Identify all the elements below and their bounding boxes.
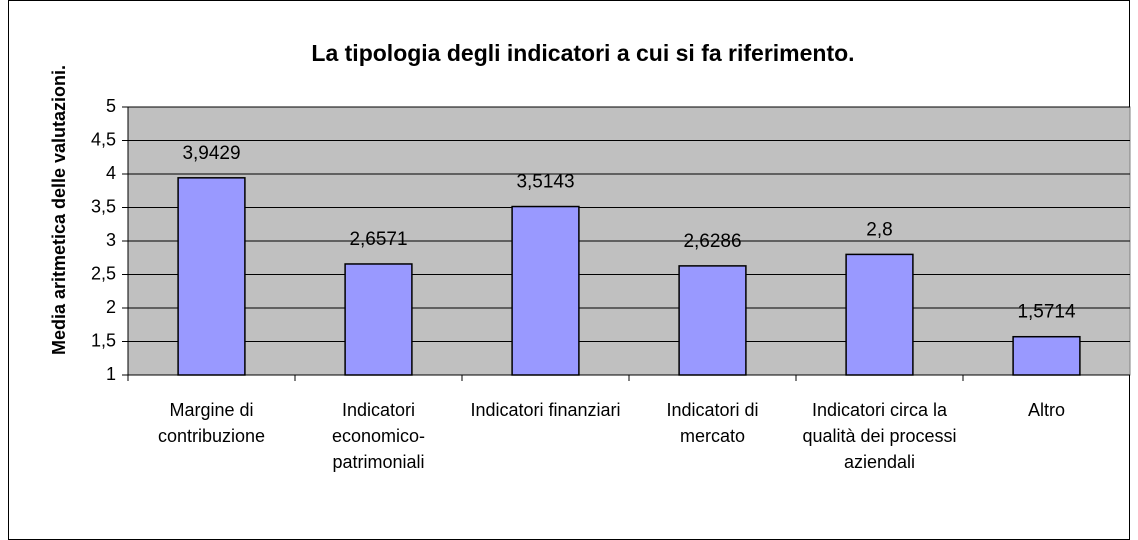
- y-tick-label: 5: [106, 96, 116, 116]
- bar: [678, 265, 747, 376]
- y-tick-label: 2,5: [91, 263, 116, 283]
- y-tick-label: 3: [106, 230, 116, 250]
- y-tick-label: 3,5: [91, 196, 116, 216]
- bar: [344, 263, 413, 376]
- value-label: 2,6286: [683, 231, 741, 252]
- bar: [177, 177, 246, 376]
- x-tick-label: Indicatori finanziari: [470, 400, 621, 420]
- x-tick-label: Margine di contribuzione: [157, 400, 266, 446]
- y-axis-title: Media aritmetica delle valutazioni.: [49, 65, 69, 355]
- value-label: 2,8: [866, 219, 892, 240]
- y-tick-label: 1: [106, 364, 116, 384]
- y-tick-label: 4: [106, 163, 116, 183]
- value-label: 3,5143: [516, 172, 574, 193]
- value-label: 2,6571: [349, 229, 407, 250]
- x-tick-label: Indicatori economico-patrimoniali: [331, 400, 426, 472]
- chart-title: La tipologia degli indicatori a cui si f…: [311, 40, 854, 66]
- value-label: 3,9429: [182, 143, 240, 164]
- y-tick-label: 4,5: [91, 129, 116, 149]
- value-label: 1,5714: [1017, 302, 1076, 323]
- x-tick-label: Indicatori circa la qualità dei processi…: [802, 400, 957, 472]
- y-tick-label: 2: [106, 297, 116, 317]
- bar: [845, 253, 914, 376]
- bar: [1012, 335, 1081, 376]
- bar: [511, 205, 580, 376]
- x-tick-label: Altro: [1027, 400, 1065, 420]
- x-tick-label: Indicatori di mercato: [666, 400, 759, 446]
- y-tick-label: 1,5: [91, 330, 116, 350]
